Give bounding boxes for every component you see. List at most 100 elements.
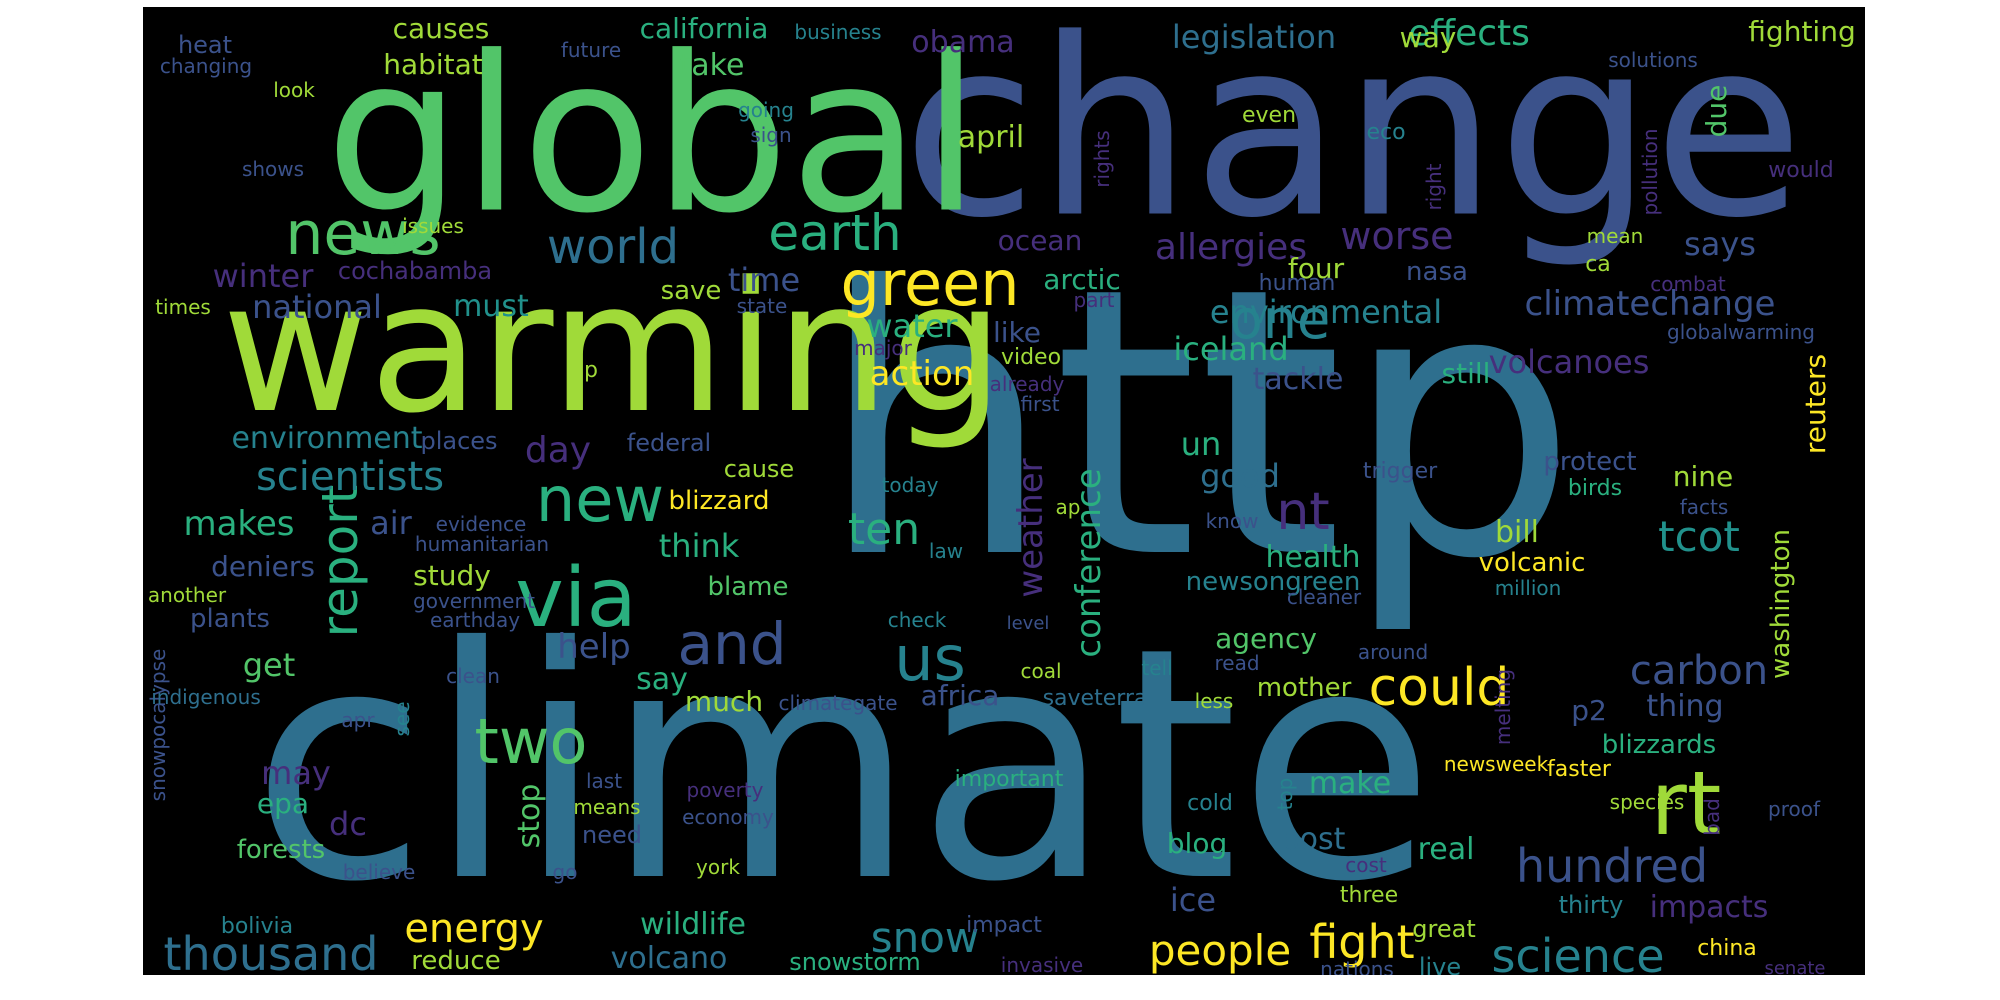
word: report (311, 484, 369, 638)
word: law (928, 539, 964, 563)
word: business (794, 20, 882, 44)
word: three (1339, 883, 1399, 908)
word: senate (1764, 958, 1826, 976)
word: wildlife (640, 907, 746, 942)
word: change (902, 7, 1804, 272)
word: new (535, 463, 665, 536)
word: volcano (610, 941, 728, 975)
word: save (660, 276, 722, 306)
word: know (1205, 509, 1259, 533)
word: ocean (997, 224, 1083, 257)
word: epa (256, 787, 310, 820)
word: africa (920, 679, 1000, 712)
word: could (1368, 658, 1510, 718)
word: newsweek (1443, 752, 1549, 776)
word: impact (966, 913, 1042, 938)
word: going (738, 98, 794, 122)
word: sign (750, 123, 792, 147)
word: causes (392, 12, 490, 45)
word: cochabamba (337, 257, 493, 285)
word: ten (847, 504, 921, 555)
word: iceland (1173, 330, 1289, 368)
word: cost (1345, 853, 1387, 877)
word: snowpocalypse (146, 648, 170, 802)
word: birds (1567, 476, 1623, 501)
word: species (1609, 790, 1685, 814)
word: and (677, 610, 787, 678)
word: weather (1011, 458, 1051, 598)
word: rt (1650, 752, 1722, 855)
word: volcanic (1478, 548, 1586, 578)
word: evidence (435, 512, 527, 536)
word: economy (682, 805, 774, 829)
word: scientists (255, 454, 445, 500)
word: means (573, 795, 641, 819)
word: poverty (686, 778, 764, 802)
word: ice (1169, 881, 1217, 919)
word: http (818, 210, 1578, 640)
word: hundred (1515, 839, 1709, 893)
word: coal (1020, 659, 1062, 683)
word: government (413, 589, 535, 613)
word: state (736, 294, 788, 318)
word: level (1006, 613, 1050, 634)
word: via (515, 551, 637, 646)
word: effects (1408, 13, 1530, 54)
word: climategate (778, 691, 898, 715)
word: plants (190, 604, 270, 634)
word: tackle (1252, 362, 1344, 397)
word: much (684, 685, 764, 718)
word: issues (402, 214, 464, 238)
word: need (582, 821, 642, 849)
word: global (325, 9, 981, 261)
word: nine (1672, 460, 1734, 493)
word: look (273, 78, 315, 102)
word: tell (1141, 656, 1173, 680)
word: york (696, 855, 740, 879)
word: human (1258, 271, 1336, 296)
word: worse (1340, 214, 1454, 258)
word: un (1180, 425, 1222, 463)
word: read (1214, 651, 1260, 675)
word: bill (1494, 515, 1540, 550)
word: less (1194, 689, 1234, 713)
word: mean (1586, 224, 1644, 248)
word: protect (1543, 447, 1637, 477)
word: april (957, 120, 1025, 155)
word: water (866, 307, 958, 345)
word: dc (329, 805, 367, 843)
word: live (1418, 953, 1462, 975)
word: great (1412, 915, 1476, 943)
word: check (887, 608, 947, 632)
word: melting (1491, 668, 1515, 746)
word: get (242, 646, 296, 684)
word: solutions (1608, 48, 1698, 72)
word: important (954, 767, 1064, 792)
word: earthday (429, 608, 521, 632)
word: p (584, 358, 598, 383)
word: even (1241, 103, 1297, 128)
word: fight (1309, 915, 1415, 969)
word: eco (1366, 120, 1406, 145)
word: thousand (163, 927, 379, 975)
word: top (1273, 777, 1297, 811)
word: arctic (1043, 263, 1121, 296)
word: newsongreen (1185, 567, 1361, 597)
word: cleaner (1286, 585, 1362, 609)
word: saveterra (1042, 686, 1148, 711)
word: think (658, 527, 740, 565)
word: nasa (1406, 257, 1468, 287)
word: shows (241, 157, 305, 181)
word: air (370, 504, 412, 542)
word: washington (1766, 528, 1796, 680)
word: around (1357, 640, 1429, 664)
word: still (1441, 357, 1491, 390)
word: reuters (1799, 353, 1832, 455)
word: fighting (1748, 15, 1856, 48)
word: four (1287, 252, 1345, 285)
word: already (989, 372, 1065, 396)
word: snow (870, 913, 980, 962)
word: see (390, 701, 414, 737)
word: way (1399, 21, 1457, 54)
word: heat (177, 31, 233, 59)
